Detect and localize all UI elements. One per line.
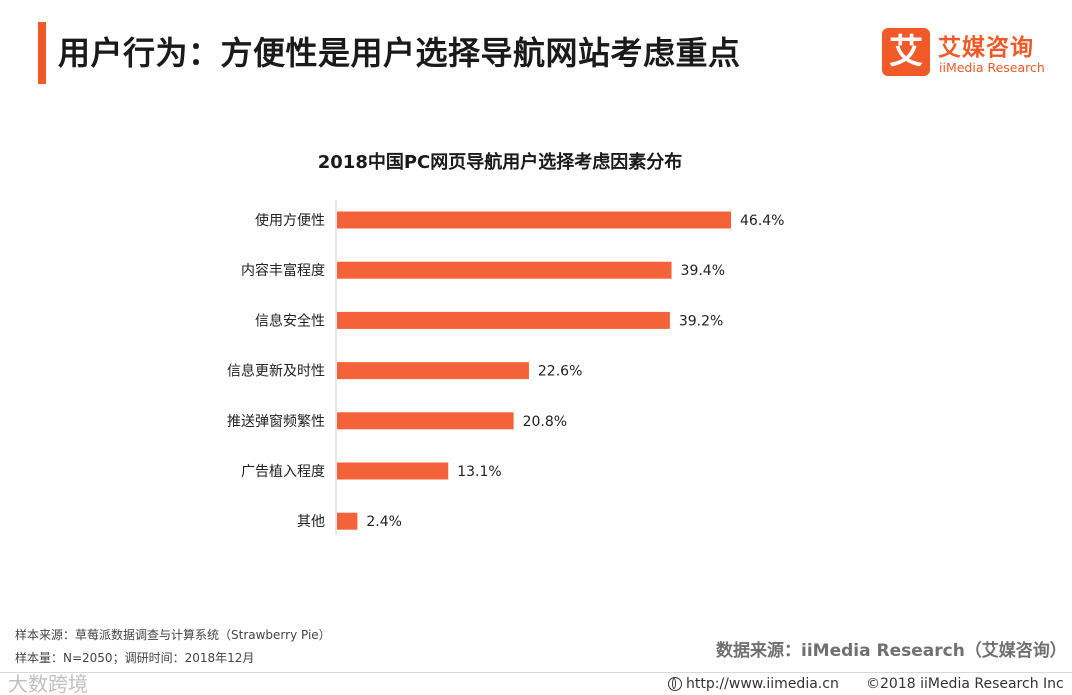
data-source: 数据来源：iiMedia Research（艾媒咨询） bbox=[716, 641, 1067, 661]
category-label: 广告植入程度 bbox=[241, 464, 325, 480]
page-title: 用户行为：方便性是用户选择导航网站考虑重点 bbox=[58, 34, 741, 72]
sample-size-note: 样本量：N=2050；调研时间：2018年12月 bbox=[15, 651, 255, 665]
footer-url[interactable]: http://www.iimedia.cn bbox=[668, 676, 839, 692]
value-label: 13.1% bbox=[457, 464, 501, 480]
value-label: 46.4% bbox=[740, 213, 784, 229]
bar bbox=[337, 462, 449, 480]
value-label: 39.2% bbox=[679, 313, 723, 329]
category-label: 内容丰富程度 bbox=[241, 262, 325, 279]
value-label: 39.4% bbox=[681, 263, 725, 279]
footer-copyright: ©2018 iiMedia Research Inc bbox=[866, 676, 1064, 692]
category-label: 信息安全性 bbox=[255, 312, 325, 329]
logo-name-cn: 艾媒咨询 bbox=[938, 35, 1034, 61]
category-label: 推送弹窗频繁性 bbox=[227, 413, 325, 430]
bar bbox=[337, 412, 514, 430]
watermark: 大数跨境 bbox=[8, 672, 88, 695]
value-label: 22.6% bbox=[538, 364, 582, 380]
logo-mark-icon: 艾 bbox=[882, 28, 930, 76]
value-label: 2.4% bbox=[366, 514, 402, 530]
category-label: 其他 bbox=[297, 514, 325, 530]
bar bbox=[337, 311, 670, 329]
bar bbox=[337, 362, 529, 380]
bar bbox=[337, 512, 358, 530]
value-label: 20.8% bbox=[523, 414, 567, 430]
title-accent-bar bbox=[38, 22, 46, 84]
iimedia-logo: 艾 艾媒咨询 iiMedia Research bbox=[882, 28, 1052, 78]
chart-title: 2018中国PC网页导航用户选择考虑因素分布 bbox=[317, 152, 683, 173]
footer-url-text[interactable]: http://www.iimedia.cn bbox=[686, 676, 839, 692]
footer-divider bbox=[0, 672, 1072, 673]
bar-chart: 使用方便性 46.4% 内容丰富程度 39.4% 信息安全性 39.2% 信息更新及时性 22… bbox=[227, 200, 784, 535]
sample-source-note: 样本来源：草莓派数据调查与计算系统（Strawberry Pie） bbox=[15, 628, 331, 642]
bar bbox=[337, 211, 731, 229]
globe-icon bbox=[668, 677, 682, 691]
bar bbox=[337, 261, 672, 279]
category-label: 信息更新及时性 bbox=[227, 363, 325, 380]
category-label: 使用方便性 bbox=[255, 212, 325, 229]
logo-name-en: iiMedia Research bbox=[939, 60, 1045, 75]
